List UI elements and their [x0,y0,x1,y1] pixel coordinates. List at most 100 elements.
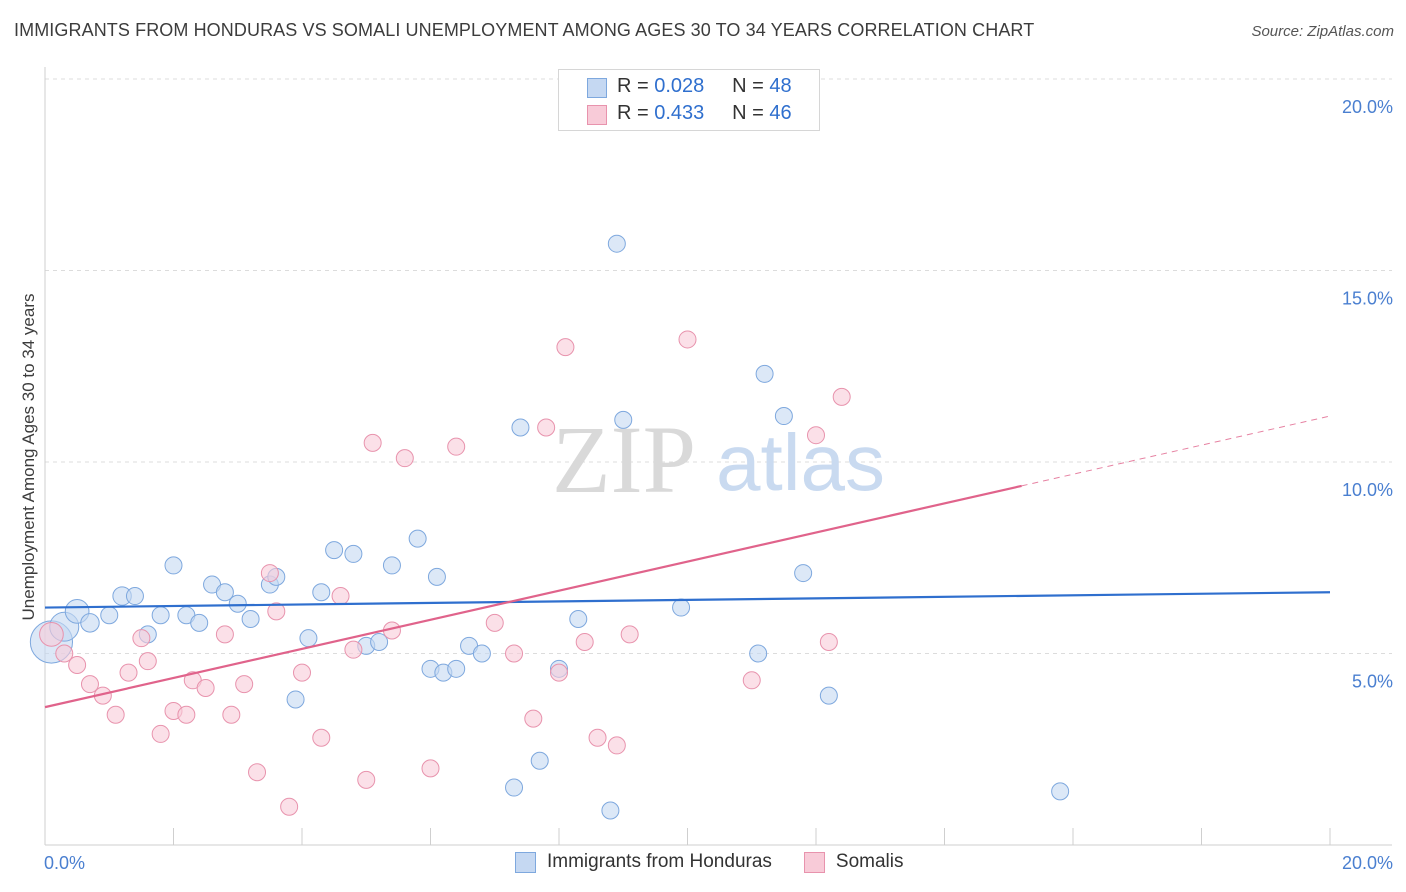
somalis-point [807,426,825,445]
y-tick-label: 5.0% [1352,672,1393,692]
series-legend: Immigrants from Honduras Somalis [515,851,935,873]
n-value-somalis: 46 [769,102,792,124]
somalis-point [293,663,311,682]
somalis-point [447,437,466,456]
series-legend-somalis: Somalis [803,851,904,873]
x-tick-labels: 0.0% 20.0% [44,853,1393,873]
grid [45,78,1392,654]
somalis-point [819,633,838,652]
somalis-point [678,330,697,349]
somalis-point [235,675,254,694]
honduras-point [672,598,691,617]
somalis-point [215,625,234,644]
honduras-point [382,556,401,575]
y-tick-label: 20.0% [1342,97,1393,117]
trend-line-somalis-extrapolated [1021,415,1331,487]
honduras-point [749,644,768,663]
honduras-point [1051,782,1070,801]
somalis-point [222,705,241,724]
somalis-point [344,640,363,659]
honduras-point [215,583,234,602]
y-tick-labels: 5.0% 10.0% 15.0% 20.0% [1342,97,1393,692]
honduras-point [80,613,100,633]
x-tick-label: 20.0% [1342,853,1393,873]
correlation-legend: R = 0.028 N = 48 R = 0.433 N = 46 [558,69,820,131]
somalis-point [312,728,331,747]
honduras-points [29,234,1070,820]
somalis-point [132,629,151,648]
legend-text-somalis: R = 0.433 N = 46 [617,102,792,124]
honduras-point [505,778,524,797]
honduras-point [241,610,260,629]
r-value-honduras: 0.028 [654,75,705,97]
somalis-point [177,705,196,724]
honduras-point [794,564,813,583]
honduras-point [472,644,491,663]
somalis-point [485,613,504,632]
somalis-point [742,671,761,690]
somalis-point [80,675,99,694]
somalis-point [524,709,543,728]
honduras-point [530,751,549,770]
somalis-points [39,330,851,816]
axes [44,67,1392,846]
watermark: ZIP atlas [552,406,885,513]
somalis-point [421,759,440,778]
honduras-point [614,410,633,429]
somalis-point [588,728,607,747]
honduras-point [151,606,170,625]
honduras-point [601,801,620,820]
honduras-point [312,583,331,602]
somalis-point [357,770,376,789]
somalis-point [151,724,170,743]
legend-swatch-honduras [587,78,607,98]
series-label-honduras: Immigrants from Honduras [547,851,772,872]
honduras-point [370,633,389,652]
honduras-point [408,529,427,548]
honduras-point [427,567,446,586]
somalis-point [196,678,215,697]
n-value-honduras: 48 [769,75,792,97]
somalis-point [607,736,626,755]
honduras-point [755,364,774,383]
somalis-point [363,433,382,452]
somalis-point [267,602,286,621]
series-legend-honduras: Immigrants from Honduras [515,851,772,873]
honduras-point [511,418,530,437]
somalis-point [395,449,414,468]
trend-lines [44,415,1331,709]
somalis-point [620,625,639,644]
chart-title: IMMIGRANTS FROM HONDURAS VS SOMALI UNEMP… [14,20,1035,40]
somalis-point [575,633,594,652]
somalis-point [832,387,851,406]
somalis-point [39,621,64,647]
honduras-point [228,594,247,613]
series-label-somalis: Somalis [835,851,904,872]
somalis-point [331,587,350,606]
somalis-point [260,564,279,583]
honduras-point [125,587,144,606]
legend-text-honduras: R = 0.028 N = 48 [617,75,792,97]
trend-line-somalis [44,484,1022,709]
honduras-point [569,610,588,629]
somalis-point [106,705,125,724]
trend-line-honduras [44,591,1331,609]
somalis-point [119,663,138,682]
watermark-atlas: atlas [716,418,885,507]
y-tick-label: 10.0% [1342,480,1393,500]
somalis-point [550,663,568,682]
honduras-point [100,606,119,625]
honduras-point [344,544,363,563]
y-tick-label: 15.0% [1342,289,1393,309]
source-label: Source: ZipAtlas.com [1251,23,1394,40]
somalis-point [280,797,299,816]
somalis-point [556,338,575,357]
series-swatch-somalis [803,851,825,873]
honduras-point [607,234,626,253]
honduras-point [164,556,183,575]
honduras-point [190,613,209,632]
honduras-point [325,541,344,560]
somalis-point [138,652,157,671]
honduras-point [774,407,793,426]
